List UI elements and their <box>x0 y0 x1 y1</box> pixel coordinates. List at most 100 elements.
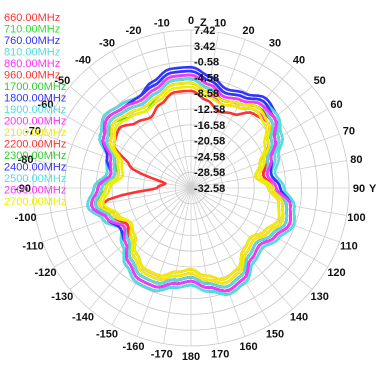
angle-tick-label: 70 <box>343 126 355 138</box>
radial-tick-label: -4.58 <box>194 72 219 84</box>
angle-tick-label: 20 <box>242 25 254 37</box>
angle-tick-label: 140 <box>290 312 308 324</box>
series-line <box>90 73 292 293</box>
grid-spoke <box>89 66 192 189</box>
legend-entry: 660.00MHz <box>4 12 60 24</box>
grid-spoke <box>69 187 192 290</box>
radial-tick-label: -32.58 <box>194 183 225 195</box>
angle-tick-label: -50 <box>54 75 70 87</box>
angle-tick-label: 10 <box>214 18 226 30</box>
grid-spoke <box>190 187 347 216</box>
angle-tick-label: 130 <box>311 291 329 303</box>
angle-tick-label: 100 <box>347 212 365 224</box>
angle-tick-label: -150 <box>96 329 118 341</box>
grid-spoke <box>136 187 192 337</box>
grid-spoke <box>190 32 219 189</box>
series-line <box>101 85 281 281</box>
angle-tick-label: -90 <box>15 183 31 195</box>
grid-spoke <box>42 133 192 189</box>
legend-entry: 1900.00MHz <box>4 104 66 116</box>
grid-spoke <box>53 187 192 268</box>
angle-tick-label: 50 <box>314 75 326 87</box>
angle-tick-label: 160 <box>239 341 257 353</box>
legend: 660.00MHz710.00MHz760.00MHz810.00MHz860.… <box>4 12 66 208</box>
radial-tick-label: -16.58 <box>194 120 225 132</box>
polar-grid <box>32 29 350 347</box>
legend-entry: 2100.00MHz <box>4 127 66 139</box>
grid-spoke <box>42 187 192 243</box>
grid-spoke <box>190 66 293 189</box>
legend-entry: 2700.00MHz <box>4 196 66 208</box>
legend-entry: 2000.00MHz <box>4 116 66 128</box>
angle-tick-label: -40 <box>75 54 91 66</box>
angle-tick-label: -120 <box>34 267 56 279</box>
angle-tick-label: -70 <box>25 126 41 138</box>
legend-entry: 1700.00MHz <box>4 81 66 93</box>
radial-tick-label: -20.58 <box>194 136 225 148</box>
legend-entry: 1800.00MHz <box>4 93 66 105</box>
grid-spoke <box>69 86 192 189</box>
grid-spoke <box>190 50 271 189</box>
angle-tick-label: 120 <box>327 267 345 279</box>
z-axis-label: Z <box>200 17 207 29</box>
angle-tick-label: -60 <box>38 99 54 111</box>
grid-spoke <box>111 50 192 189</box>
angle-tick-label: -30 <box>99 38 115 50</box>
grid-spoke <box>190 133 340 189</box>
angle-tick-label: -110 <box>22 241 43 253</box>
grid-spoke <box>190 187 293 310</box>
series-layer <box>86 65 296 296</box>
angle-tick-label: -170 <box>151 348 173 360</box>
angle-tick-label: 40 <box>293 54 305 66</box>
grid-spoke <box>89 187 192 310</box>
grid-spoke <box>190 187 340 243</box>
radial-tick-labels: 7.42 3.42 -0.58 -4.58 -8.58 -12.58 -16.58 -20.5… <box>194 25 225 195</box>
radial-tick-label: -8.58 <box>194 88 219 100</box>
angle-tick-label: 80 <box>350 154 362 166</box>
radial-tick-label: -28.58 <box>194 167 225 179</box>
angle-tick-label: 170 <box>211 348 229 360</box>
legend-entry: 960.00MHz <box>4 70 60 82</box>
radial-tick-label: -24.58 <box>194 151 225 163</box>
angle-tick-label: 90 <box>353 183 365 195</box>
series-line <box>94 77 289 289</box>
legend-entry: 2300.00MHz <box>4 150 66 162</box>
grid-spoke <box>190 108 329 189</box>
angle-tick-label: -20 <box>126 25 142 37</box>
angle-tick-label: 110 <box>340 241 358 253</box>
angle-tick-label: -100 <box>15 212 37 224</box>
grid-spoke <box>35 187 192 216</box>
grid-spoke <box>190 160 347 189</box>
grid-spoke <box>190 187 271 326</box>
series-line <box>86 69 296 296</box>
radial-tick-label: 3.42 <box>194 41 215 53</box>
angle-tick-label: 180 <box>182 351 200 363</box>
legend-entry: 760.00MHz <box>4 35 60 47</box>
angle-tick-label: 150 <box>266 329 284 341</box>
legend-entry: 2600.00MHz <box>4 185 66 197</box>
angle-tick-label: -130 <box>51 291 73 303</box>
series-line <box>98 81 285 285</box>
grid-spoke <box>136 39 192 189</box>
y-axis-label: Y <box>369 183 377 195</box>
grid-spoke <box>53 108 192 189</box>
angle-tick-label: -160 <box>122 341 144 353</box>
grid-spoke <box>111 187 192 326</box>
radial-tick-label: -12.58 <box>194 104 225 116</box>
grid-spoke <box>163 187 192 344</box>
grid-spoke <box>163 32 192 189</box>
grid-spoke <box>190 187 219 344</box>
grid-spoke <box>190 187 246 337</box>
legend-entry: 860.00MHz <box>4 58 60 70</box>
angle-tick-label: 60 <box>330 99 342 111</box>
legend-entry: 2200.00MHz <box>4 139 66 151</box>
grid-spoke <box>190 39 246 189</box>
legend-entry: 2400.00MHz <box>4 162 66 174</box>
legend-entry: 2500.00MHz <box>4 173 66 185</box>
angle-tick-label: -140 <box>72 312 94 324</box>
legend-entry: 810.00MHz <box>4 47 60 59</box>
grid-spoke <box>190 187 329 268</box>
angle-tick-label: 30 <box>269 38 281 50</box>
